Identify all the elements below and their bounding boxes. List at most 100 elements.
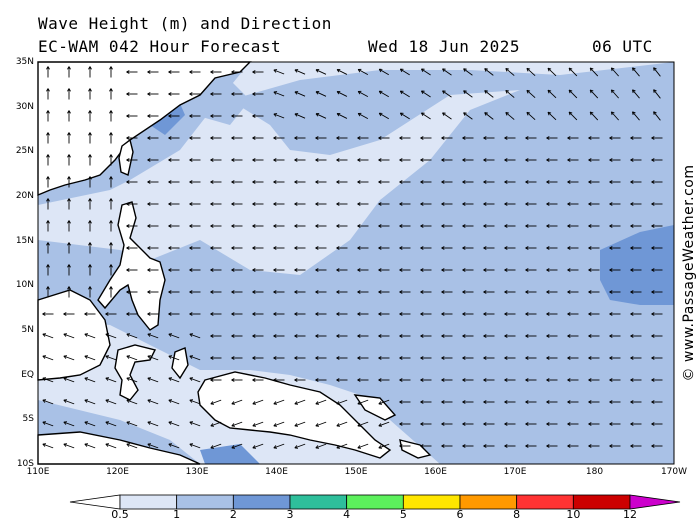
wave-arrow: [378, 334, 390, 338]
wave-arrow: [84, 421, 96, 427]
wave-arrow: [399, 180, 411, 184]
wave-arrow: [378, 158, 390, 162]
wave-arrow: [315, 268, 327, 272]
wave-arrow: [399, 290, 411, 294]
wave-arrow: [294, 202, 306, 206]
wave-arrow: [651, 246, 663, 250]
wave-arrow: [357, 312, 369, 316]
wave-arrow: [567, 422, 579, 426]
wave-arrow: [126, 136, 138, 140]
wave-arrow: [67, 110, 71, 122]
wave-arrow: [147, 92, 159, 96]
wave-arrow: [210, 136, 222, 140]
wave-arrow: [147, 268, 159, 272]
wave-arrow: [463, 112, 473, 120]
wave-arrow: [378, 356, 390, 360]
wave-arrow: [483, 136, 495, 140]
wave-arrow: [252, 158, 264, 162]
wave-arrow: [630, 268, 642, 272]
colorbar-max-triangle: [629, 494, 681, 510]
wave-arrow: [189, 443, 201, 449]
wave-arrow: [336, 421, 348, 427]
wave-arrow: [462, 444, 474, 448]
wave-arrow: [357, 180, 369, 184]
wave-arrow: [189, 290, 201, 294]
wave-arrow: [357, 202, 369, 206]
colorbar-label: 1: [173, 508, 181, 521]
wave-arrow: [609, 334, 621, 338]
wave-arrow: [421, 68, 431, 76]
wave-arrow: [315, 69, 327, 75]
wave-arrow: [109, 220, 113, 232]
wave-arrow: [651, 136, 663, 140]
wave-arrow: [378, 399, 390, 405]
wave-arrow: [630, 378, 642, 382]
wave-arrow: [526, 111, 536, 120]
wave-arrow: [546, 246, 558, 250]
wave-arrow: [651, 268, 663, 272]
wave-arrow: [210, 202, 222, 206]
wave-arrow: [273, 113, 285, 119]
wave-arrow: [189, 312, 201, 316]
wave-arrow: [147, 136, 159, 140]
wave-arrow: [653, 111, 661, 121]
wave-arrow: [399, 202, 411, 206]
wave-arrow: [84, 377, 96, 383]
wave-arrow: [546, 290, 558, 294]
wave-arrow: [504, 312, 516, 316]
wave-arrow: [651, 290, 663, 294]
lon-label: 180: [585, 467, 604, 477]
wave-arrow: [462, 356, 474, 360]
wave-arrow: [567, 136, 579, 140]
wave-arrow: [210, 312, 222, 316]
wave-arrow: [651, 202, 663, 206]
wave-arrow: [609, 136, 621, 140]
wave-arrow: [315, 443, 327, 449]
wave-arrow: [525, 246, 537, 250]
wave-arrow: [88, 264, 92, 276]
lat-label: 10N: [15, 280, 34, 291]
wave-arrow: [63, 377, 75, 383]
wave-arrow: [441, 356, 453, 360]
wave-arrow: [567, 158, 579, 162]
wave-arrow: [630, 312, 642, 316]
wave-arrow: [126, 92, 138, 96]
wave-arrow: [336, 90, 348, 97]
wave-arrow: [252, 290, 264, 294]
wave-arrow: [525, 158, 537, 162]
wave-arrow: [88, 220, 92, 232]
wave-arrow: [210, 246, 222, 250]
wave-arrow: [46, 286, 50, 298]
wave-arrow: [399, 224, 411, 228]
wave-arrow: [504, 268, 516, 272]
wave-arrow: [483, 400, 495, 404]
wave-arrow: [273, 290, 285, 294]
wave-arrow: [189, 246, 201, 250]
wave-arrow: [630, 422, 642, 426]
wave-arrow: [588, 136, 600, 140]
wave-arrow: [462, 136, 474, 140]
wave-arrow: [147, 180, 159, 184]
lon-label: 150E: [344, 467, 368, 477]
wave-arrow: [588, 202, 600, 206]
wave-arrow: [294, 158, 306, 162]
wave-arrow: [147, 377, 159, 383]
wave-arrow: [168, 92, 180, 96]
wave-direction-arrows: [42, 66, 663, 449]
wave-arrow: [588, 158, 600, 162]
wave-arrow: [273, 378, 285, 382]
wave-arrow: [147, 399, 159, 405]
wave-arrow: [294, 443, 306, 449]
lon-label: 140E: [265, 467, 288, 477]
map-frame: [37, 61, 675, 465]
wave-arrow: [42, 312, 54, 316]
wave-arrow: [231, 92, 243, 96]
wave-arrow: [610, 89, 619, 99]
wave-arrow: [231, 224, 243, 228]
wave-arrow: [651, 180, 663, 184]
wave-arrow: [546, 312, 558, 316]
wave-zone-high: [200, 444, 260, 464]
wave-arrow: [88, 176, 92, 188]
wave-arrow: [315, 202, 327, 206]
wave-arrow: [168, 70, 180, 74]
